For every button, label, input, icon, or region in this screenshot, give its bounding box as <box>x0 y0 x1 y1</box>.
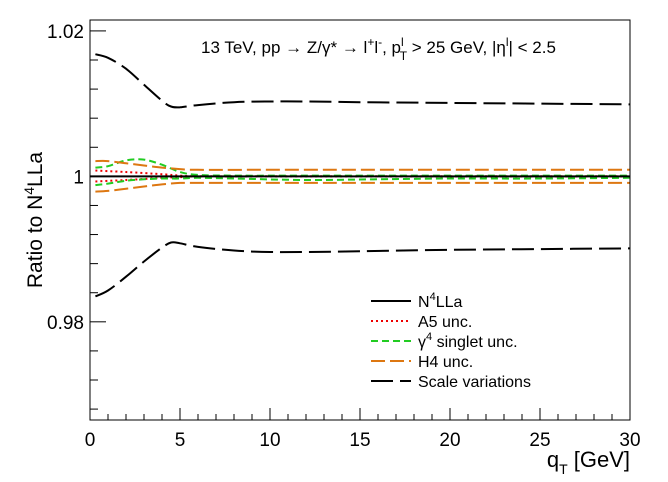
y-tick-label: 1 <box>73 167 84 188</box>
x-tick-label: 15 <box>349 430 370 451</box>
ticks-layer: 0 5 10 15 20 25 30 0.98 1 1.02 <box>47 22 641 451</box>
x-tick-label: 5 <box>175 430 186 451</box>
legend-label-h4: H4 unc. <box>418 354 473 371</box>
series-line-scale-variations-up <box>95 53 631 109</box>
y-axis-title: Ratio to N4LLa <box>21 152 47 289</box>
x-tick-label: 25 <box>529 430 550 451</box>
process-annotation: 13 TeV, pp → Z/γ* → l+l-, pl T > 25 GeV, … <box>201 35 556 63</box>
y-tick-label: 0.98 <box>47 313 84 334</box>
series-line-scale-variations-down <box>94 241 631 298</box>
series-line-h4-unc-down <box>95 181 630 193</box>
legend-label-a5: A5 unc. <box>418 314 472 331</box>
x-tick-label: 10 <box>259 430 280 451</box>
series-line-gamma4-singlet-unc-up <box>95 158 630 177</box>
x-axis-title: qT [GeV] <box>547 447 630 477</box>
series-line-h4-unc-up <box>95 159 630 171</box>
legend: N4LLa A5 unc.γ4 singlet unc. H4 unc. Scale … <box>371 291 531 391</box>
axes-layer <box>89 19 631 421</box>
legend-label-n4lla: N4LLa <box>418 291 462 311</box>
series-line-gamma4-singlet-unc-down <box>95 176 631 187</box>
x-tick-label: 20 <box>439 430 460 451</box>
plot-frame <box>89 19 631 421</box>
x-tick-label: 0 <box>85 430 96 451</box>
curves-layer <box>90 53 631 298</box>
x-tick-label: 30 <box>619 430 640 451</box>
legend-label-gamma4: γ4 singlet unc. <box>418 331 518 351</box>
y-tick-label: 1.02 <box>47 22 84 43</box>
legend-label-scale: Scale variations <box>418 374 531 391</box>
